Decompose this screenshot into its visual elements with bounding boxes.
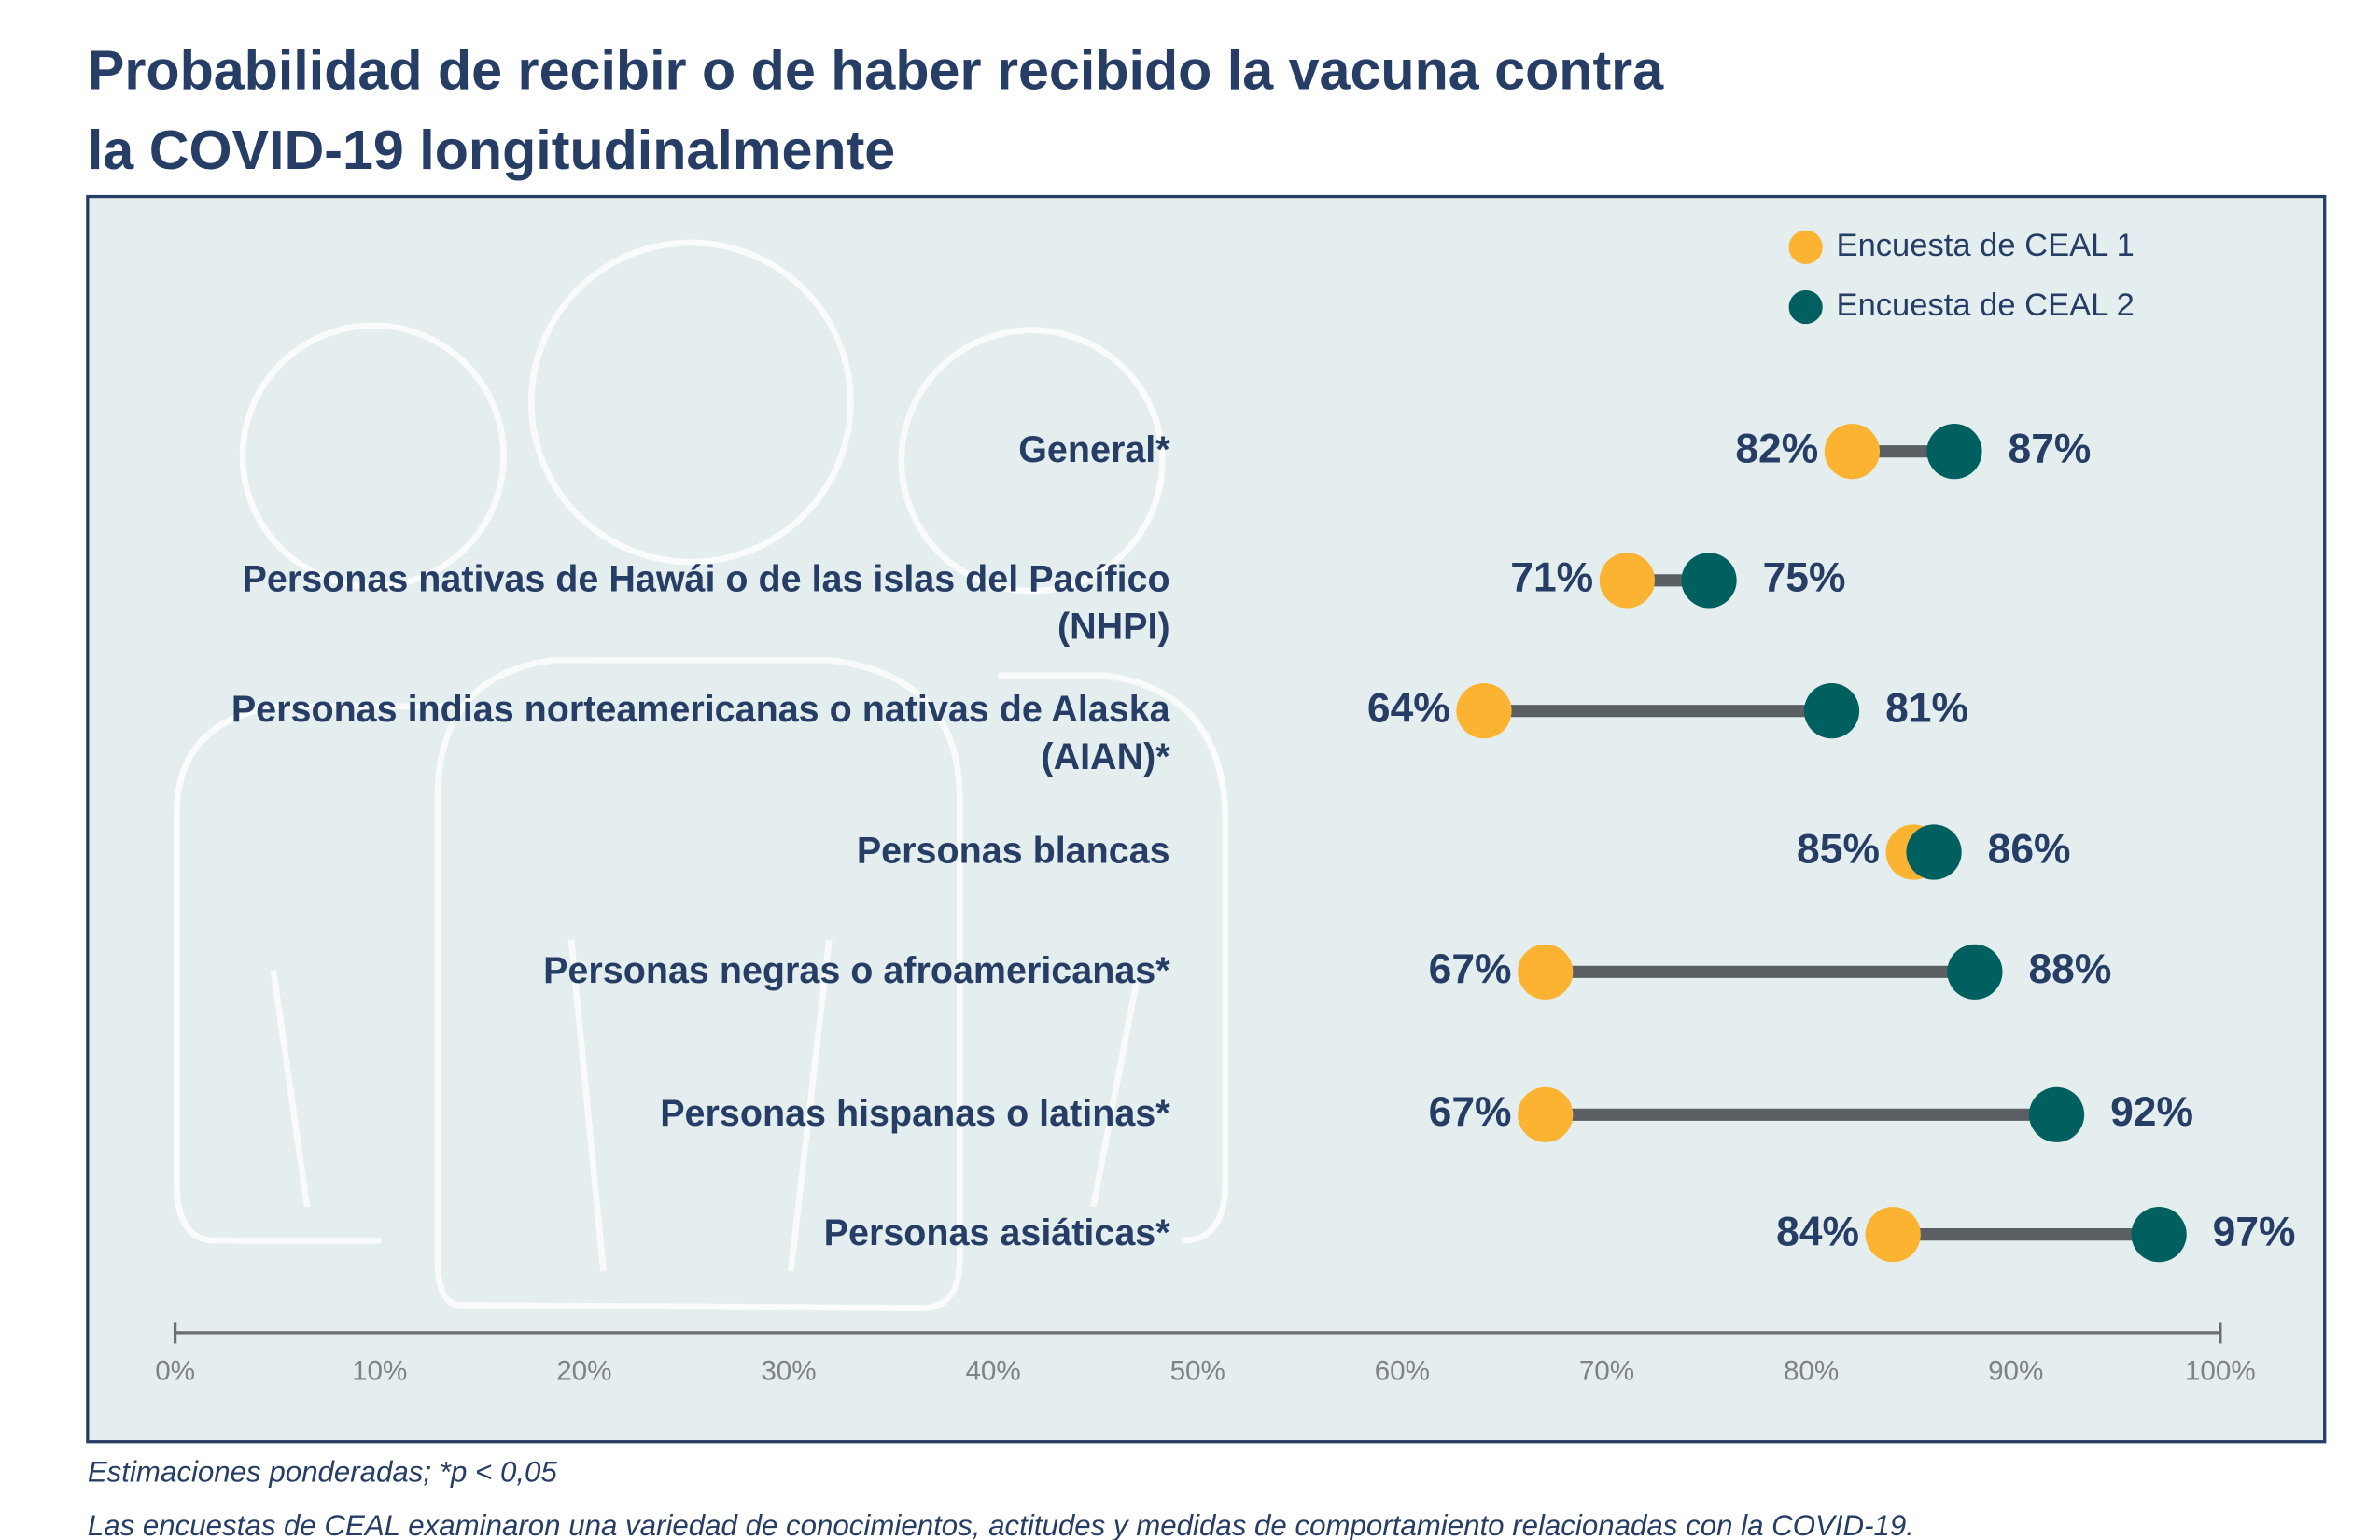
category-box: Personas nativas de Hawái o de las islas… bbox=[242, 558, 1170, 649]
x-tick-label: 10% bbox=[352, 1356, 407, 1387]
category-label: Personas asiáticas* bbox=[823, 1212, 1170, 1255]
title-box: Probabilidad de recibir o de haber recib… bbox=[87, 38, 1664, 182]
value-label: 64% bbox=[1367, 685, 1450, 731]
note: Estimaciones ponderadas; *p < 0,05 bbox=[88, 1456, 558, 1489]
x-tick-label: 100% bbox=[2185, 1356, 2256, 1387]
value-label: 67% bbox=[1429, 946, 1512, 992]
value-label: 82% bbox=[1735, 426, 1818, 471]
x-tick-label: 20% bbox=[556, 1356, 611, 1387]
dot bbox=[1518, 944, 1574, 1000]
legend-marker bbox=[1788, 230, 1823, 264]
value-label: 67% bbox=[1429, 1089, 1512, 1135]
x-tick-label: 70% bbox=[1579, 1356, 1634, 1387]
legend-marker bbox=[1788, 289, 1823, 325]
x-tick-label: 80% bbox=[1784, 1356, 1839, 1387]
dot bbox=[1906, 824, 1962, 880]
category-label: Personas negras o afroamericanas* bbox=[543, 950, 1170, 992]
dot bbox=[1824, 424, 1881, 480]
dot bbox=[1865, 1207, 1921, 1263]
category-box: Personas indias norteamericanas o nativa… bbox=[231, 689, 1170, 779]
value-label: 88% bbox=[2028, 946, 2111, 992]
x-tick-label: 40% bbox=[965, 1356, 1020, 1387]
dot bbox=[1926, 424, 1982, 480]
value-label: 84% bbox=[1776, 1209, 1859, 1254]
category-label: Personas hispanas o latinas* bbox=[660, 1093, 1170, 1135]
category-box: Personas negras o afroamericanas* bbox=[543, 950, 1170, 992]
legend-label: Encuesta de CEAL 2 bbox=[1837, 287, 2135, 323]
value-label: 71% bbox=[1510, 555, 1593, 601]
dot bbox=[1599, 553, 1655, 609]
dot bbox=[1681, 553, 1737, 609]
note: Las encuestas de CEAL examinaron una var… bbox=[88, 1509, 1914, 1540]
category-box: Personas hispanas o latinas* bbox=[660, 1093, 1170, 1135]
x-tick-label: 30% bbox=[761, 1356, 816, 1387]
category-box: Personas asiáticas* bbox=[823, 1212, 1170, 1255]
dot bbox=[1456, 683, 1512, 739]
value-label: 97% bbox=[2213, 1209, 2296, 1254]
value-label: 86% bbox=[1988, 827, 2071, 873]
background-figures bbox=[173, 239, 1229, 1311]
value-label: 85% bbox=[1797, 827, 1880, 873]
chart-title: Probabilidad de recibir o de haber recib… bbox=[87, 38, 1664, 182]
x-tick-label: 60% bbox=[1375, 1356, 1430, 1387]
category-label: General* bbox=[1018, 429, 1170, 472]
x-tick-label: 90% bbox=[1988, 1356, 2043, 1387]
dot bbox=[1803, 683, 1860, 739]
value-label: 75% bbox=[1763, 555, 1846, 601]
dot bbox=[1947, 944, 2003, 1000]
dot bbox=[1518, 1086, 1574, 1142]
dot bbox=[2028, 1086, 2085, 1142]
x-tick-label: 50% bbox=[1170, 1356, 1225, 1387]
category-label: Personas indias norteamericanas o nativa… bbox=[231, 689, 1170, 779]
category-box: Personas blancas bbox=[856, 830, 1170, 873]
category-label: Personas nativas de Hawái o de las islas… bbox=[242, 558, 1170, 649]
category-label: Personas blancas bbox=[856, 830, 1170, 873]
x-tick-label: 0% bbox=[155, 1356, 195, 1387]
value-label: 81% bbox=[1885, 685, 1968, 731]
category-box: General* bbox=[1018, 429, 1170, 472]
value-label: 87% bbox=[2009, 426, 2092, 471]
dot bbox=[2131, 1207, 2187, 1263]
legend-label: Encuesta de CEAL 1 bbox=[1837, 228, 2135, 263]
value-label: 92% bbox=[2110, 1089, 2193, 1135]
